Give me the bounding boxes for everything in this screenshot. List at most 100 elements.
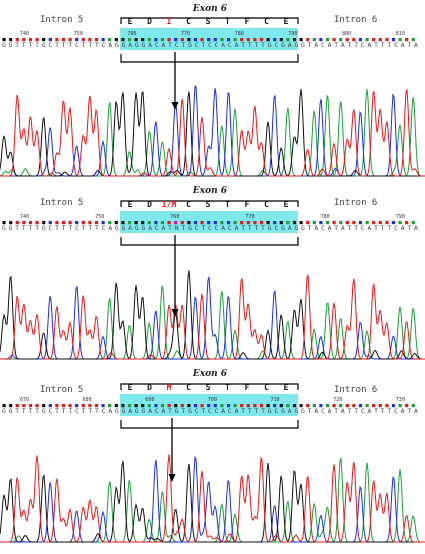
position-ticks: 740 750 760 770 780 790 xyxy=(20,214,405,220)
quality-dot xyxy=(279,221,283,225)
quality-dot xyxy=(253,221,257,225)
quality-dot xyxy=(174,38,178,42)
trace-t xyxy=(0,88,425,177)
quality-dot xyxy=(279,404,283,408)
quality-dot xyxy=(312,38,316,42)
quality-dot xyxy=(187,404,191,408)
amino-acid: F xyxy=(245,17,250,26)
quality-dot xyxy=(42,404,46,408)
trace-g xyxy=(0,460,425,543)
trace-c xyxy=(0,85,425,177)
position-tick-label: 780 xyxy=(321,214,330,220)
quality-dot xyxy=(391,38,396,42)
quality-dot xyxy=(385,38,389,42)
chromatogram-traces xyxy=(0,270,425,360)
quality-dot xyxy=(358,221,363,225)
quality-dot xyxy=(134,38,138,42)
quality-dot xyxy=(160,221,165,225)
quality-dot xyxy=(226,404,231,408)
quality-dot xyxy=(121,38,125,42)
quality-dot xyxy=(240,38,244,42)
quality-dot xyxy=(345,221,349,225)
quality-dot xyxy=(61,404,66,408)
quality-dot xyxy=(358,38,363,42)
exon-bracket-bottom xyxy=(120,54,299,63)
amino-acid: M xyxy=(167,383,172,392)
quality-dot xyxy=(48,221,52,225)
exon-bracket-bottom xyxy=(120,237,299,246)
quality-dot xyxy=(9,38,13,42)
quality-dot xyxy=(312,221,316,225)
quality-dot xyxy=(127,38,132,42)
quality-dot xyxy=(81,221,85,225)
quality-dot xyxy=(319,38,323,42)
quality-dot xyxy=(200,38,204,42)
quality-dot xyxy=(174,404,178,408)
quality-dot xyxy=(299,404,303,408)
amino-acid: C xyxy=(264,383,269,392)
position-tick-label: 760 xyxy=(127,31,136,37)
quality-dot xyxy=(48,404,52,408)
quality-dot xyxy=(253,404,257,408)
base-sequence: GGTTTTGCTTTCTTTCAGGAGGACATGTGCTCCACATTTT… xyxy=(2,408,418,415)
quality-dot xyxy=(246,221,250,225)
quality-dot xyxy=(200,404,204,408)
quality-dot xyxy=(378,404,382,408)
quality-dot xyxy=(378,38,382,42)
quality-dot xyxy=(207,38,211,42)
quality-dot xyxy=(167,221,171,225)
quality-dot xyxy=(121,221,125,225)
sequence-text: GGTTTTGCTTTCTTTCAGGAGGACATCTGCTCCACATTTT… xyxy=(2,42,418,49)
position-tick-label: 760 xyxy=(170,214,179,220)
quality-dot xyxy=(345,404,349,408)
quality-dot xyxy=(352,221,356,225)
quality-dot xyxy=(180,221,184,225)
position-tick-label: 670 xyxy=(20,397,29,403)
quality-dot xyxy=(141,404,145,408)
quality-dot xyxy=(114,221,118,225)
quality-dot xyxy=(187,221,191,225)
chromatogram-panel-1: Exon 6 Intron 5 Intron 6 E D I C S T F C E 740 75… xyxy=(0,0,425,183)
quality-dot xyxy=(193,38,198,42)
quality-dot xyxy=(2,404,6,408)
chromatogram-panel-2: Exon 6 Intron 5 Intron 6 E D I/M C S T F C E 740… xyxy=(0,183,425,366)
amino-acid: S xyxy=(206,383,211,392)
quality-dot xyxy=(55,38,59,42)
quality-dot xyxy=(28,221,33,225)
quality-dot xyxy=(292,38,297,42)
position-tick-label: 740 xyxy=(20,214,29,220)
position-tick-label: 800 xyxy=(342,31,351,37)
quality-dot xyxy=(233,221,237,225)
position-tick-label: 790 xyxy=(288,31,297,37)
amino-acid: E xyxy=(128,383,133,392)
trace-g xyxy=(0,88,425,177)
quality-dot xyxy=(207,221,211,225)
quality-dot xyxy=(352,38,356,42)
quality-dot xyxy=(405,221,409,225)
position-tick-label: 780 xyxy=(235,31,244,37)
quality-dot xyxy=(68,404,72,408)
quality-dot xyxy=(160,38,165,42)
quality-dot xyxy=(405,404,409,408)
amino-acid: T xyxy=(225,200,230,209)
exon-bracket-top xyxy=(120,17,299,24)
trace-t xyxy=(0,273,425,360)
amino-acid: D xyxy=(147,200,152,209)
quality-dot xyxy=(141,38,145,42)
base-quality-dots xyxy=(2,38,415,42)
amino-acid: C xyxy=(186,383,191,392)
quality-dot xyxy=(339,404,343,408)
quality-dot xyxy=(259,404,264,408)
intron-right-label: Intron 6 xyxy=(334,15,377,25)
quality-dot xyxy=(372,221,376,225)
quality-dot xyxy=(167,38,171,42)
quality-dot xyxy=(365,404,369,408)
quality-dot xyxy=(213,404,217,408)
quality-dot xyxy=(147,38,151,42)
exon-label: Exon 6 xyxy=(192,186,228,196)
quality-dot xyxy=(48,38,52,42)
intron-left-label: Intron 5 xyxy=(40,198,83,208)
quality-dot xyxy=(213,221,217,225)
quality-dot xyxy=(319,404,323,408)
